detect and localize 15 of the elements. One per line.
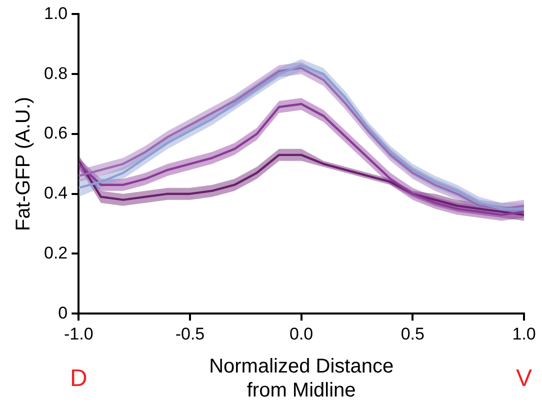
y-tick-label: 0.8 xyxy=(44,64,68,83)
x-axis-title: Normalized Distance from Midline xyxy=(209,356,394,402)
y-tick-label: 0 xyxy=(58,303,68,322)
y-tick-label: 0.2 xyxy=(44,243,68,262)
x-tick-label: -0.5 xyxy=(175,324,205,344)
x-tick-label: 1.0 xyxy=(512,324,536,344)
y-axis-title: Fat-GFP (A.U.) xyxy=(12,96,35,231)
y-tick-label: 0.6 xyxy=(44,124,68,143)
y-tick-label: 1.0 xyxy=(44,4,68,23)
text: D xyxy=(70,365,88,392)
text: V xyxy=(516,365,532,392)
x-tick-label: 0.5 xyxy=(400,324,424,344)
x-tick-label: 0.0 xyxy=(289,324,314,344)
y-tick-label: 0.4 xyxy=(44,184,68,203)
x-tick-label: -1.0 xyxy=(64,324,94,344)
